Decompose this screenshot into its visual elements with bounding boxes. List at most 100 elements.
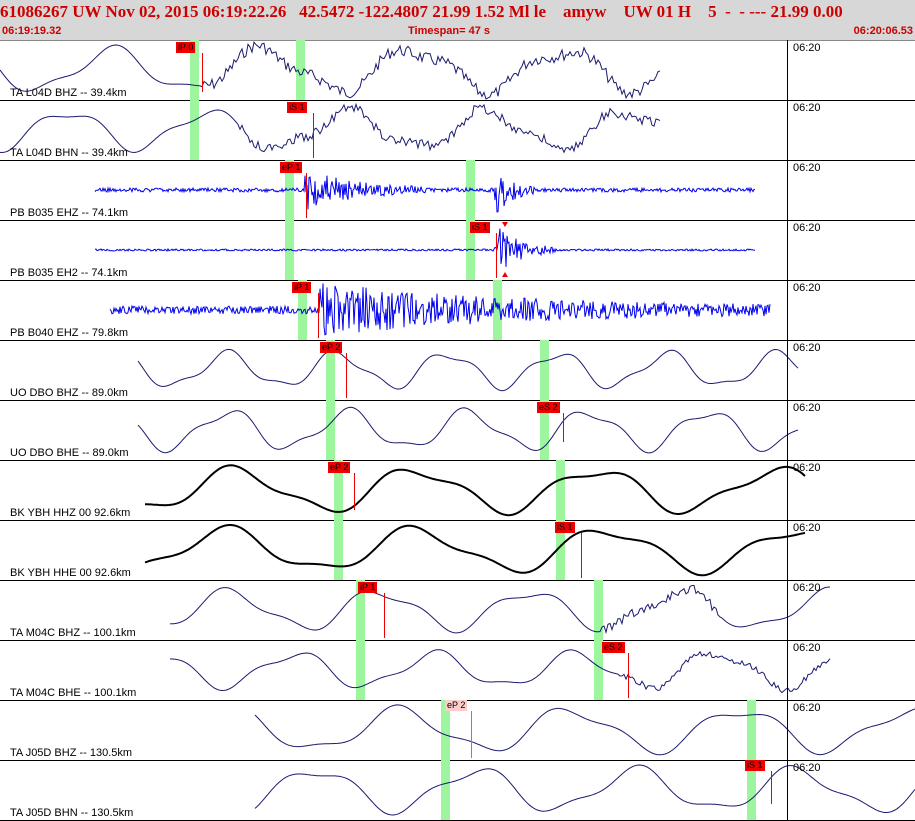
phase-pick-flag[interactable]: eS 2: [602, 642, 625, 653]
predicted-arrival-bar: [356, 640, 365, 700]
phase-pick-line[interactable]: [471, 711, 472, 758]
waveform-svg: [137, 348, 799, 392]
minute-tick-line: [787, 220, 788, 280]
waveform-trace: [254, 764, 915, 816]
phase-pick-flag[interactable]: iS 1: [555, 522, 575, 533]
phase-pick-line[interactable]: [628, 653, 629, 698]
predicted-arrival-bar: [326, 400, 335, 460]
phase-pick-line[interactable]: [346, 353, 347, 398]
minute-time-label: 06:20: [793, 102, 821, 114]
predicted-arrival-bar: [296, 40, 305, 100]
predicted-arrival-bar: [334, 520, 343, 580]
trace-panel[interactable]: eP 2 06:20 TA J05D BHZ -- 130.5km: [0, 700, 915, 761]
minute-tick-line: [787, 400, 788, 460]
station-channel-label: TA J05D BHN -- 130.5km: [10, 807, 134, 819]
phase-pick-line[interactable]: [563, 413, 564, 442]
phase-pick-flag[interactable]: iS 1: [470, 222, 490, 233]
trace-panel[interactable]: eS 2 06:20 UO DBO BHE -- 89.0km: [0, 400, 915, 461]
waveform-svg: [94, 175, 755, 213]
minute-tick-line: [787, 700, 788, 760]
trace-panel[interactable]: eS 2 06:20 TA M04C BHE -- 100.1km: [0, 640, 915, 701]
trace-panel[interactable]: iS 1 06:20 TA J05D BHN -- 130.5km: [0, 760, 915, 821]
phase-pick-flag[interactable]: iS 1: [287, 102, 307, 113]
predicted-arrival-bar: [356, 580, 365, 640]
trace-panel[interactable]: iP 0 06:20 TA L04D BHZ -- 39.4km: [0, 40, 915, 101]
minute-time-label: 06:20: [793, 402, 821, 414]
phase-pick-line[interactable]: [306, 173, 307, 218]
minute-tick-line: [787, 160, 788, 220]
waveform-trace: [0, 41, 661, 100]
seismogram-panels[interactable]: iP 0 06:20 TA L04D BHZ -- 39.4km iS 1 06:20 T…: [0, 40, 915, 821]
minute-tick-line: [787, 340, 788, 400]
waveform-svg: [0, 41, 661, 100]
minute-tick-line: [787, 760, 788, 820]
phase-pick-flag[interactable]: iP 0: [176, 42, 196, 53]
waveform-svg: [0, 102, 661, 154]
minute-tick-line: [787, 40, 788, 100]
waveform-svg: [145, 464, 806, 517]
minute-tick-line: [787, 640, 788, 700]
minute-time-label: 06:20: [793, 762, 821, 774]
phase-pick-line[interactable]: [384, 593, 385, 638]
station-channel-label: BK YBH HHE 00 92.6km: [10, 567, 131, 579]
timespan-label: Timespan= 47 s: [408, 25, 491, 37]
time-range-bar: 06:19:19.32 Timespan= 47 s 06:20:06.53: [0, 25, 915, 39]
waveform-svg: [144, 524, 806, 577]
predicted-arrival-bar: [334, 460, 343, 520]
phase-pick-line[interactable]: [318, 293, 319, 338]
trace-panel[interactable]: iS 1 06:20 BK YBH HHE 00 92.6km: [0, 520, 915, 581]
phase-pick-flag[interactable]: iP 1: [292, 282, 312, 293]
minute-time-label: 06:20: [793, 342, 821, 354]
station-channel-label: PB B035 EHZ -- 74.1km: [10, 207, 128, 219]
waveform-trace: [137, 348, 799, 392]
predicted-arrival-bar: [540, 400, 549, 460]
waveform-trace: [94, 228, 756, 267]
minute-time-label: 06:20: [793, 42, 821, 54]
predicted-arrival-bar: [594, 580, 603, 640]
phase-pick-line[interactable]: [354, 473, 355, 510]
phase-pick-flag[interactable]: eP 2: [328, 462, 351, 473]
trace-panel[interactable]: iS 1 06:20 PB B035 EH2 -- 74.1km: [0, 220, 915, 281]
minute-tick-line: [787, 100, 788, 160]
event-summary: 61086267 UW Nov 02, 2015 06:19:22.26 42.…: [0, 2, 843, 21]
predicted-arrival-bar: [190, 100, 199, 160]
waveform-trace: [0, 102, 661, 154]
minute-tick-line: [787, 280, 788, 340]
waveform-trace: [144, 524, 806, 577]
event-header: 61086267 UW Nov 02, 2015 06:19:22.26 42.…: [0, 0, 915, 41]
minute-tick-line: [787, 520, 788, 580]
trace-panel[interactable]: eP 2 06:20 UO DBO BHZ -- 89.0km: [0, 340, 915, 401]
station-channel-label: PB B040 EHZ -- 79.8km: [10, 327, 128, 339]
predicted-arrival-bar: [190, 40, 199, 100]
trace-panel[interactable]: iS 1 06:20 TA L04D BHN -- 39.4km: [0, 100, 915, 161]
phase-pick-line[interactable]: [771, 771, 772, 804]
trace-panel[interactable]: iP 1 06:20 TA M04C BHZ -- 100.1km: [0, 580, 915, 641]
predicted-arrival-bar: [556, 520, 565, 580]
end-time: 06:20:06.53: [853, 25, 913, 37]
waveform-trace: [169, 649, 831, 694]
phase-pick-line[interactable]: [202, 53, 203, 92]
waveform-svg: [254, 704, 915, 756]
phase-pick-flag[interactable]: eP 2: [320, 342, 343, 353]
station-channel-label: BK YBH HHZ 00 92.6km: [10, 507, 131, 519]
phase-pick-flag[interactable]: eP 1: [280, 162, 303, 173]
start-time: 06:19:19.32: [2, 25, 62, 37]
phase-pick-flag[interactable]: iP 1: [358, 582, 378, 593]
station-channel-label: TA M04C BHE -- 100.1km: [10, 687, 137, 699]
phase-pick-line[interactable]: [496, 233, 497, 278]
station-channel-label: TA M04C BHZ -- 100.1km: [10, 627, 136, 639]
phase-pick-flag[interactable]: eP 2: [445, 700, 468, 711]
pick-marker-triangle: [502, 272, 508, 277]
trace-panel[interactable]: iP 1 06:20 PB B040 EHZ -- 79.8km: [0, 280, 915, 341]
predicted-arrival-bar: [747, 700, 756, 760]
phase-pick-line[interactable]: [581, 533, 582, 578]
predicted-arrival-bar: [493, 280, 502, 340]
phase-pick-line[interactable]: [313, 113, 314, 158]
phase-pick-flag[interactable]: eS 2: [537, 402, 560, 413]
predicted-arrival-bar: [326, 340, 335, 400]
predicted-arrival-bar: [594, 640, 603, 700]
trace-panel[interactable]: eP 1 06:20 PB B035 EHZ -- 74.1km: [0, 160, 915, 221]
phase-pick-flag[interactable]: iS 1: [745, 760, 765, 771]
trace-panel[interactable]: eP 2 06:20 BK YBH HHZ 00 92.6km: [0, 460, 915, 521]
minute-time-label: 06:20: [793, 282, 821, 294]
